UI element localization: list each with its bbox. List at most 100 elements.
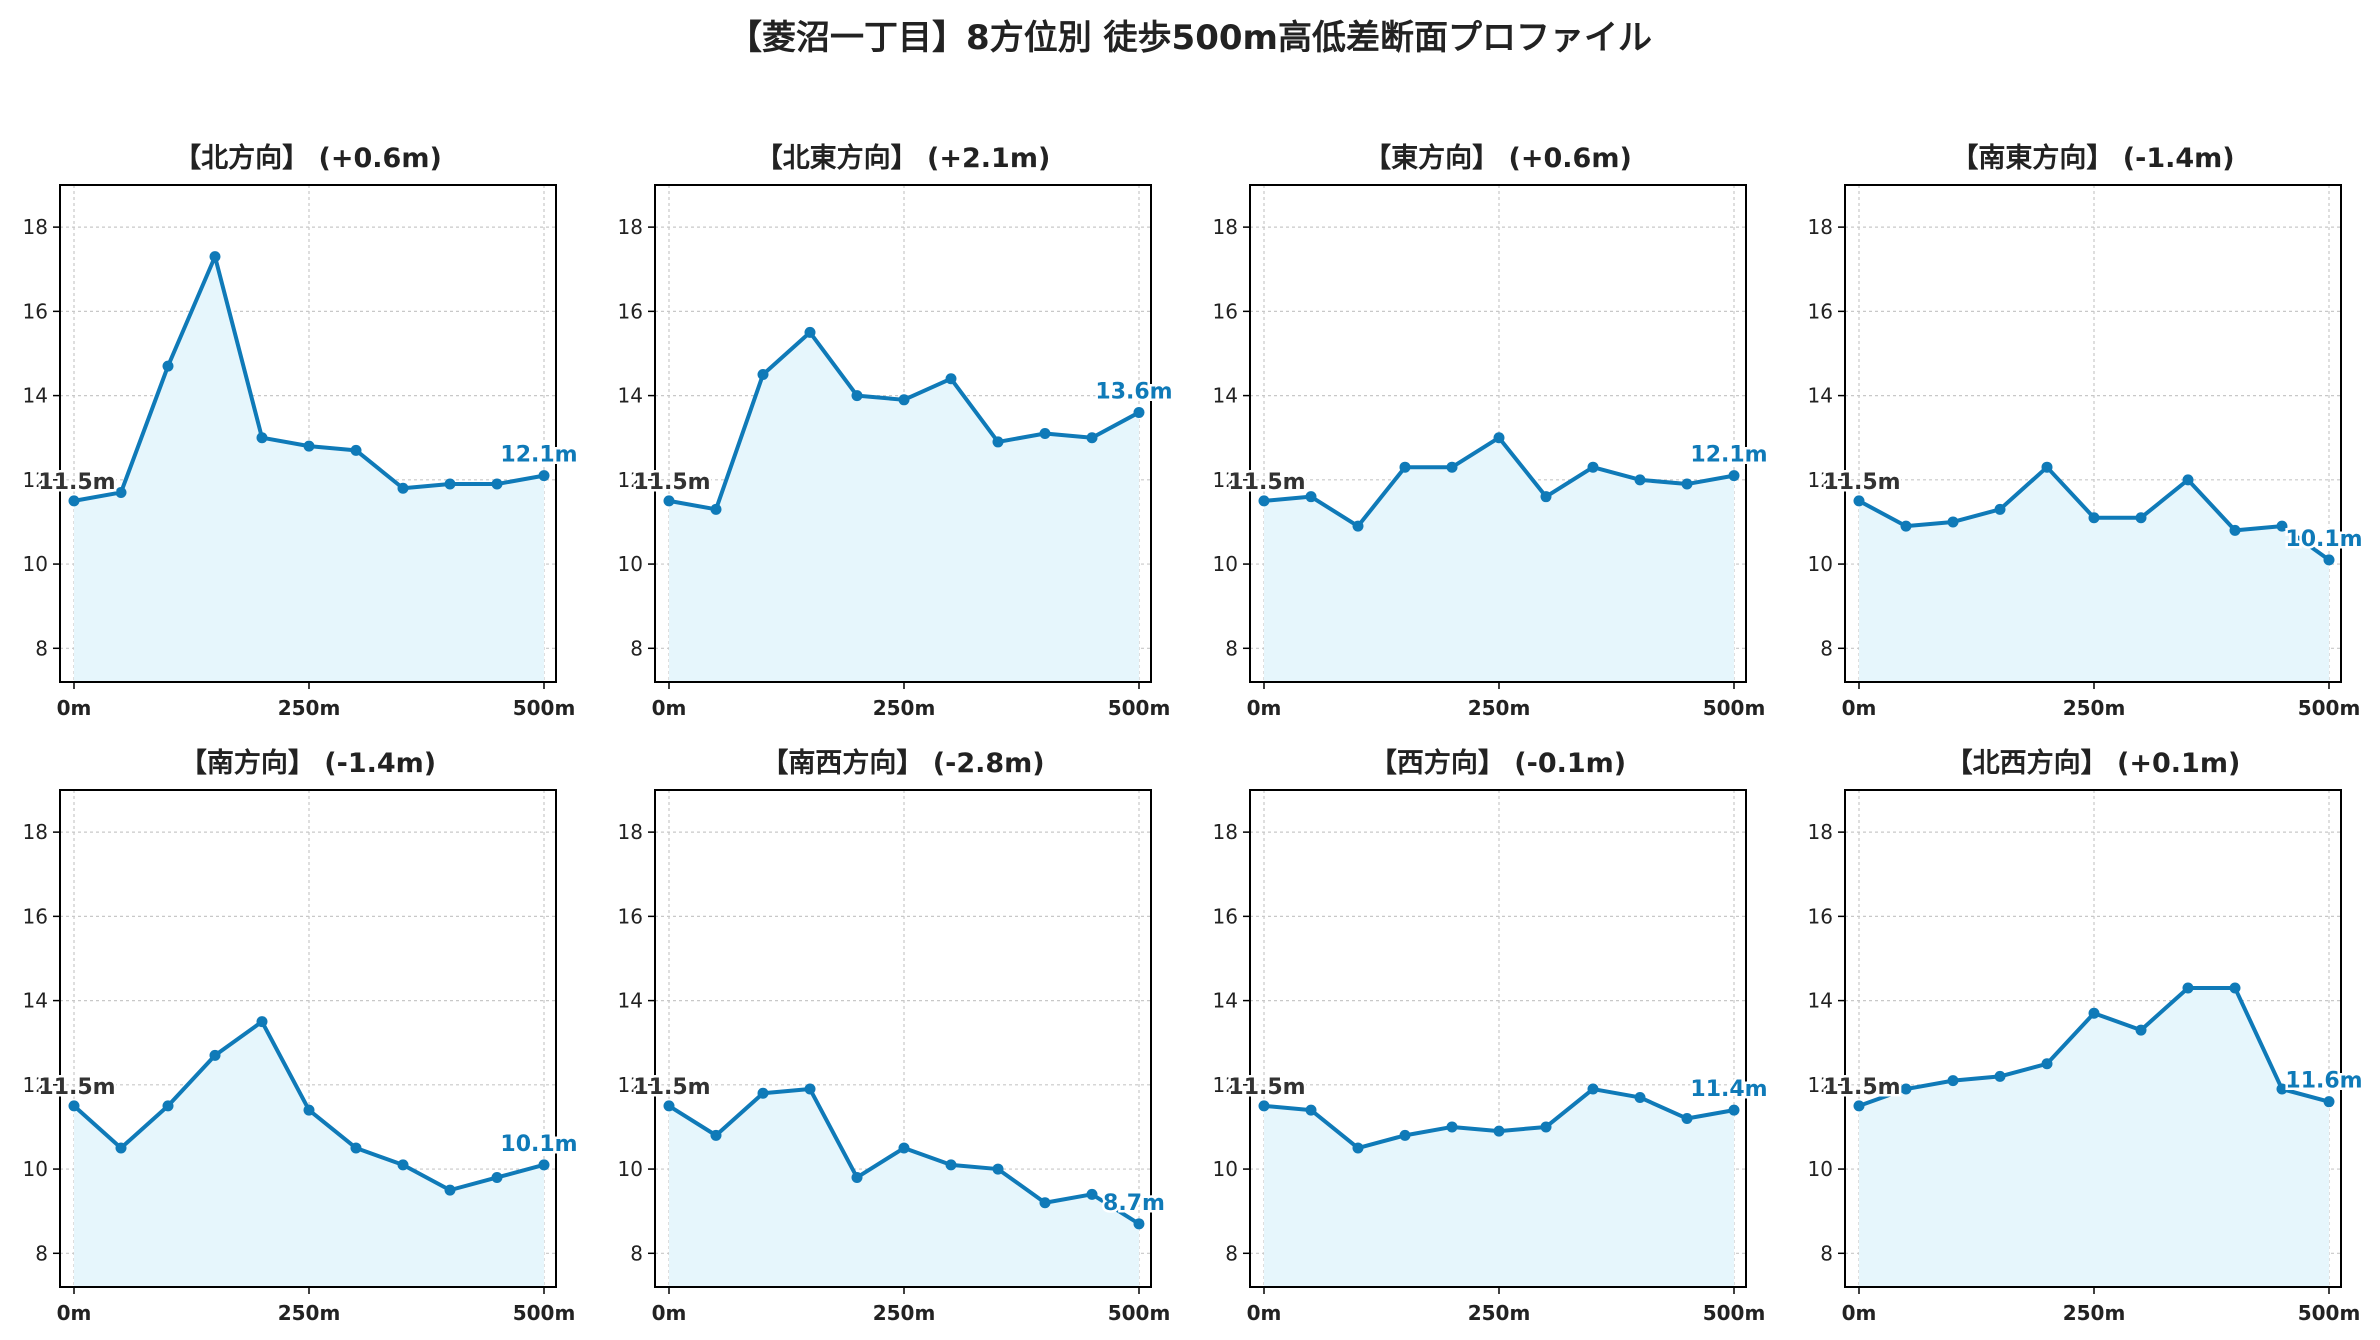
data-point	[804, 1083, 816, 1095]
y-tick-label: 12	[1213, 1073, 1238, 1097]
y-tick-label: 16	[1808, 299, 1833, 323]
y-tick-label: 12	[23, 468, 48, 492]
panel-title: 【北方向】 (+0.6m)	[174, 142, 442, 174]
data-point	[898, 394, 910, 406]
plot-frame	[654, 789, 1152, 1288]
data-point	[1352, 1142, 1364, 1154]
plot-frame	[1844, 789, 2342, 1288]
data-point	[1133, 406, 1145, 418]
y-tick-label: 14	[618, 989, 643, 1013]
data-point	[851, 1171, 863, 1183]
data-point	[1305, 491, 1317, 503]
area-fill	[1859, 467, 2329, 682]
data-point	[1728, 470, 1740, 482]
plot-frame	[1249, 184, 1747, 683]
area-fill	[1859, 987, 2329, 1287]
start-value-label: 11.5m	[1228, 470, 1305, 495]
chart-panel-3: 【南東方向】 (-1.4m) 8 10 12 14 16 18 0m 250m 500m 11.5m…	[1808, 142, 2366, 720]
data-point	[1634, 1091, 1646, 1103]
data-point	[2182, 982, 2194, 994]
data-point	[115, 1142, 127, 1154]
y-tick-label: 16	[618, 299, 643, 323]
data-point	[209, 251, 221, 263]
data-point	[1086, 432, 1098, 444]
data-point	[2276, 520, 2288, 532]
data-point	[1446, 1121, 1458, 1133]
data-point	[945, 373, 957, 385]
data-point	[444, 478, 456, 490]
data-point	[68, 1100, 80, 1112]
x-tick-label: 0m	[57, 696, 92, 720]
data-point	[1305, 1104, 1317, 1116]
data-point	[2276, 1083, 2288, 1095]
data-point	[256, 1016, 268, 1028]
end-value-label: 11.6m	[2285, 1069, 2362, 1094]
data-point	[491, 478, 503, 490]
y-tick-label: 12	[618, 468, 643, 492]
data-point	[2229, 982, 2241, 994]
y-tick-label: 10	[1808, 1157, 1833, 1181]
data-point	[1587, 461, 1599, 473]
y-tick-label: 14	[618, 384, 643, 408]
y-tick-label: 12	[23, 1073, 48, 1097]
data-point	[1258, 495, 1270, 507]
data-point	[68, 495, 80, 507]
plot-frame	[59, 184, 557, 683]
x-tick-label: 500m	[1108, 696, 1171, 720]
data-point	[115, 486, 127, 498]
data-point	[2135, 1024, 2147, 1036]
data-point	[350, 444, 362, 456]
x-tick-label: 250m	[873, 1301, 936, 1325]
y-tick-label: 12	[1808, 1073, 1833, 1097]
panel-title: 【北西方向】 (+0.1m)	[1946, 747, 2241, 779]
y-tick-label: 18	[1213, 215, 1238, 239]
x-tick-label: 0m	[1247, 1301, 1282, 1325]
chart-panel-2: 【東方向】 (+0.6m) 8 10 12 14 16 18 0m 250m 500m 11.5m 1…	[1213, 142, 1771, 720]
data-point	[1587, 1083, 1599, 1095]
page-title: 【菱沼一丁目】8方位別 徒歩500m高低差断面プロファイル	[728, 18, 1652, 58]
y-tick-label: 8	[1820, 636, 1833, 660]
data-point	[1947, 1075, 1959, 1087]
data-point	[2229, 524, 2241, 536]
start-value-label: 11.5m	[633, 470, 710, 495]
end-value-label: 8.7m	[1103, 1191, 1165, 1216]
y-tick-label: 18	[618, 215, 643, 239]
data-point	[2088, 512, 2100, 524]
plot-frame	[1249, 789, 1747, 1288]
chart-panel-6: 【西方向】 (-0.1m) 8 10 12 14 16 18 0m 250m 500m 11.5m 1…	[1213, 747, 1771, 1325]
data-point	[1900, 1083, 1912, 1095]
data-point	[2135, 512, 2147, 524]
y-tick-label: 8	[630, 1241, 643, 1265]
data-point	[1681, 1113, 1693, 1125]
data-point	[209, 1049, 221, 1061]
end-value-label: 10.1m	[2285, 527, 2362, 552]
y-tick-label: 12	[1808, 468, 1833, 492]
panel-title: 【南東方向】 (-1.4m)	[1951, 142, 2234, 174]
data-point	[2182, 474, 2194, 486]
x-tick-label: 0m	[652, 1301, 687, 1325]
data-point	[992, 436, 1004, 448]
data-point	[757, 369, 769, 381]
data-point	[1994, 1070, 2006, 1082]
end-value-label: 13.6m	[1095, 379, 1172, 404]
data-point	[663, 495, 675, 507]
end-value-label: 12.1m	[500, 443, 577, 468]
data-point	[1039, 428, 1051, 439]
x-tick-label: 500m	[2298, 1301, 2361, 1325]
y-tick-label: 14	[1808, 989, 1833, 1013]
area-fill	[74, 1021, 544, 1287]
x-tick-label: 250m	[873, 696, 936, 720]
y-tick-label: 8	[1225, 636, 1238, 660]
y-tick-label: 14	[23, 384, 48, 408]
x-tick-label: 500m	[1703, 1301, 1766, 1325]
chart-panel-1: 【北東方向】 (+2.1m) 8 10 12 14 16 18 0m 250m 500m 11.5m…	[618, 142, 1176, 720]
y-tick-label: 12	[1213, 468, 1238, 492]
data-point	[162, 360, 174, 372]
y-tick-label: 18	[1213, 820, 1238, 844]
chart-panel-7: 【北西方向】 (+0.1m) 8 10 12 14 16 18 0m 250m 500m 11.5m…	[1808, 747, 2366, 1325]
plot-frame	[654, 184, 1152, 683]
y-tick-label: 8	[35, 1241, 48, 1265]
y-tick-label: 10	[618, 552, 643, 576]
data-point	[350, 1142, 362, 1154]
data-point	[397, 482, 409, 494]
